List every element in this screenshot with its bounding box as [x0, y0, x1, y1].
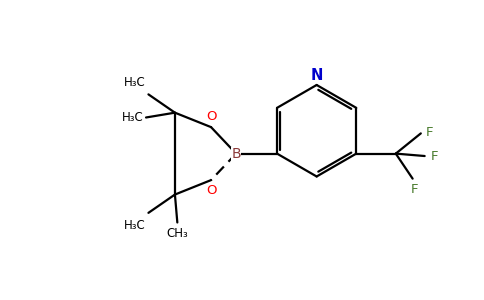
- Text: O: O: [206, 110, 216, 123]
- Text: F: F: [430, 149, 438, 163]
- Text: B: B: [231, 147, 241, 160]
- Text: CH₃: CH₃: [166, 227, 188, 240]
- Text: N: N: [310, 68, 323, 82]
- Text: O: O: [206, 184, 216, 197]
- Text: F: F: [425, 126, 433, 139]
- Text: F: F: [411, 184, 418, 196]
- Text: H₃C: H₃C: [122, 111, 144, 124]
- Text: H₃C: H₃C: [124, 219, 146, 232]
- Text: H₃C: H₃C: [124, 76, 146, 88]
